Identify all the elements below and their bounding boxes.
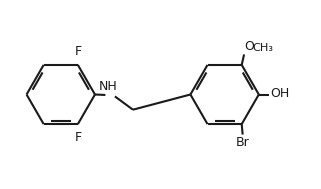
Text: F: F — [75, 131, 82, 144]
Text: NH: NH — [99, 80, 117, 93]
Text: CH₃: CH₃ — [252, 43, 273, 53]
Text: OH: OH — [271, 87, 290, 100]
Text: O: O — [245, 40, 255, 53]
Text: F: F — [75, 45, 82, 58]
Text: Br: Br — [236, 136, 249, 149]
